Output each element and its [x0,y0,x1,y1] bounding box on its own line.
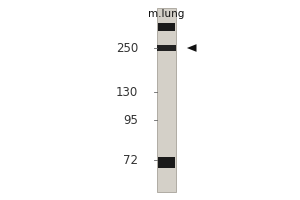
Bar [158,23,175,30]
Bar [158,45,176,51]
Text: 130: 130 [116,86,138,98]
Text: 250: 250 [116,42,138,54]
Bar [157,8,176,192]
Bar [158,156,176,168]
Text: m.lung: m.lung [148,9,185,19]
Text: 72: 72 [123,154,138,166]
Polygon shape [187,44,196,52]
Text: 95: 95 [123,114,138,127]
